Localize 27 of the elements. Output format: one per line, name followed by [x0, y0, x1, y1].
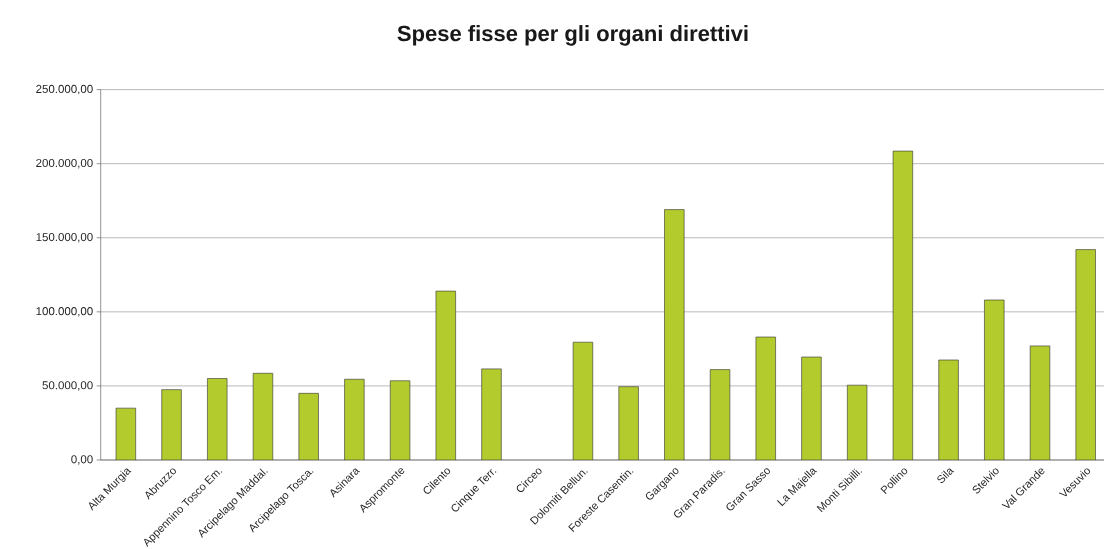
bar — [1075, 249, 1096, 460]
bar — [161, 389, 182, 460]
chart-title: Spese fisse per gli organi direttivi — [397, 25, 748, 46]
x-tick-label: Sila — [937, 468, 955, 484]
bar — [344, 378, 365, 460]
bar — [1029, 345, 1051, 460]
y-tick-label: 100.000,00 — [36, 307, 93, 317]
bar — [664, 209, 685, 460]
bar — [938, 359, 959, 460]
y-tick-label: 250.000,00 — [36, 84, 93, 95]
bar — [892, 150, 913, 460]
bar — [572, 341, 594, 460]
bar — [435, 290, 456, 460]
y-tick-label: 150.000,00 — [36, 233, 93, 243]
y-tick-label: 200.000,00 — [36, 158, 93, 169]
bar — [207, 378, 228, 460]
bar — [984, 299, 1005, 460]
bar — [755, 336, 776, 460]
y-tick-label: 0,00 — [71, 455, 93, 465]
bar — [481, 368, 502, 460]
bar — [298, 393, 319, 460]
bar — [618, 386, 639, 460]
bar — [389, 380, 411, 460]
y-tick-label: 50.000,00 — [42, 381, 93, 391]
bar — [252, 373, 274, 460]
bar — [709, 369, 731, 460]
bar — [801, 356, 822, 460]
